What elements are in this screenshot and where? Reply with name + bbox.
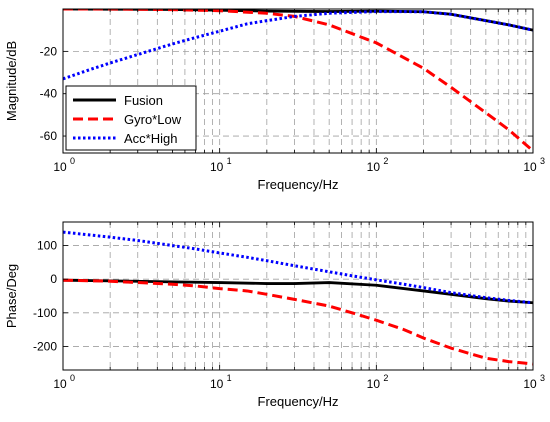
phase-plot: 10 0 10 1 10 2 10 3-200-1000100Frequency/HzPhas… (4, 221, 545, 409)
x-tick-exponent: 3 (540, 156, 545, 166)
y-axis-label: Phase/Deg (4, 264, 19, 328)
axes-frame (62, 8, 534, 154)
y-tick-label: -200 (33, 339, 57, 353)
y-tick-label: 100 (37, 239, 57, 253)
axes-frame (62, 221, 534, 371)
y-tick-label: -20 (40, 44, 58, 58)
x-tick-exponent: 2 (383, 156, 388, 166)
series-line-series-0 (63, 278, 533, 305)
x-tick-label: 10 (210, 160, 224, 174)
y-axis-label: Magnitude/dB (4, 41, 19, 121)
legend-label: Fusion (124, 93, 163, 108)
x-tick-label: 10 (367, 377, 381, 391)
x-tick-exponent: 1 (227, 373, 232, 383)
x-axis-label: Frequency/Hz (258, 394, 339, 409)
x-tick-label: 10 (523, 160, 537, 174)
y-tick-label: -40 (40, 87, 58, 101)
y-tick-label: -60 (40, 129, 58, 143)
legend-label: Gyro*Low (124, 112, 182, 127)
series-line-series-2 (63, 230, 533, 305)
legend-box (65, 85, 197, 151)
series-line-acc-high (63, 10, 533, 81)
x-tick-label: 10 (53, 160, 67, 174)
legend-label: Acc*High (124, 131, 177, 146)
x-tick-label: 10 (210, 377, 224, 391)
x-tick-exponent: 1 (227, 156, 232, 166)
x-axis-label: Frequency/Hz (258, 177, 339, 192)
series-group (63, 230, 533, 366)
x-tick-exponent: 0 (70, 373, 75, 383)
magnitude-plot: 10 0 10 1 10 2 10 3-60-40-20Frequency/HzMagnitu… (4, 8, 545, 192)
x-tick-label: 10 (367, 160, 381, 174)
x-tick-label: 10 (523, 377, 537, 391)
x-tick-exponent: 2 (383, 373, 388, 383)
x-tick-exponent: 3 (540, 373, 545, 383)
x-tick-exponent: 0 (70, 156, 75, 166)
x-tick-label: 10 (53, 377, 67, 391)
y-tick-label: 0 (50, 272, 57, 286)
y-tick-label: -100 (33, 306, 57, 320)
